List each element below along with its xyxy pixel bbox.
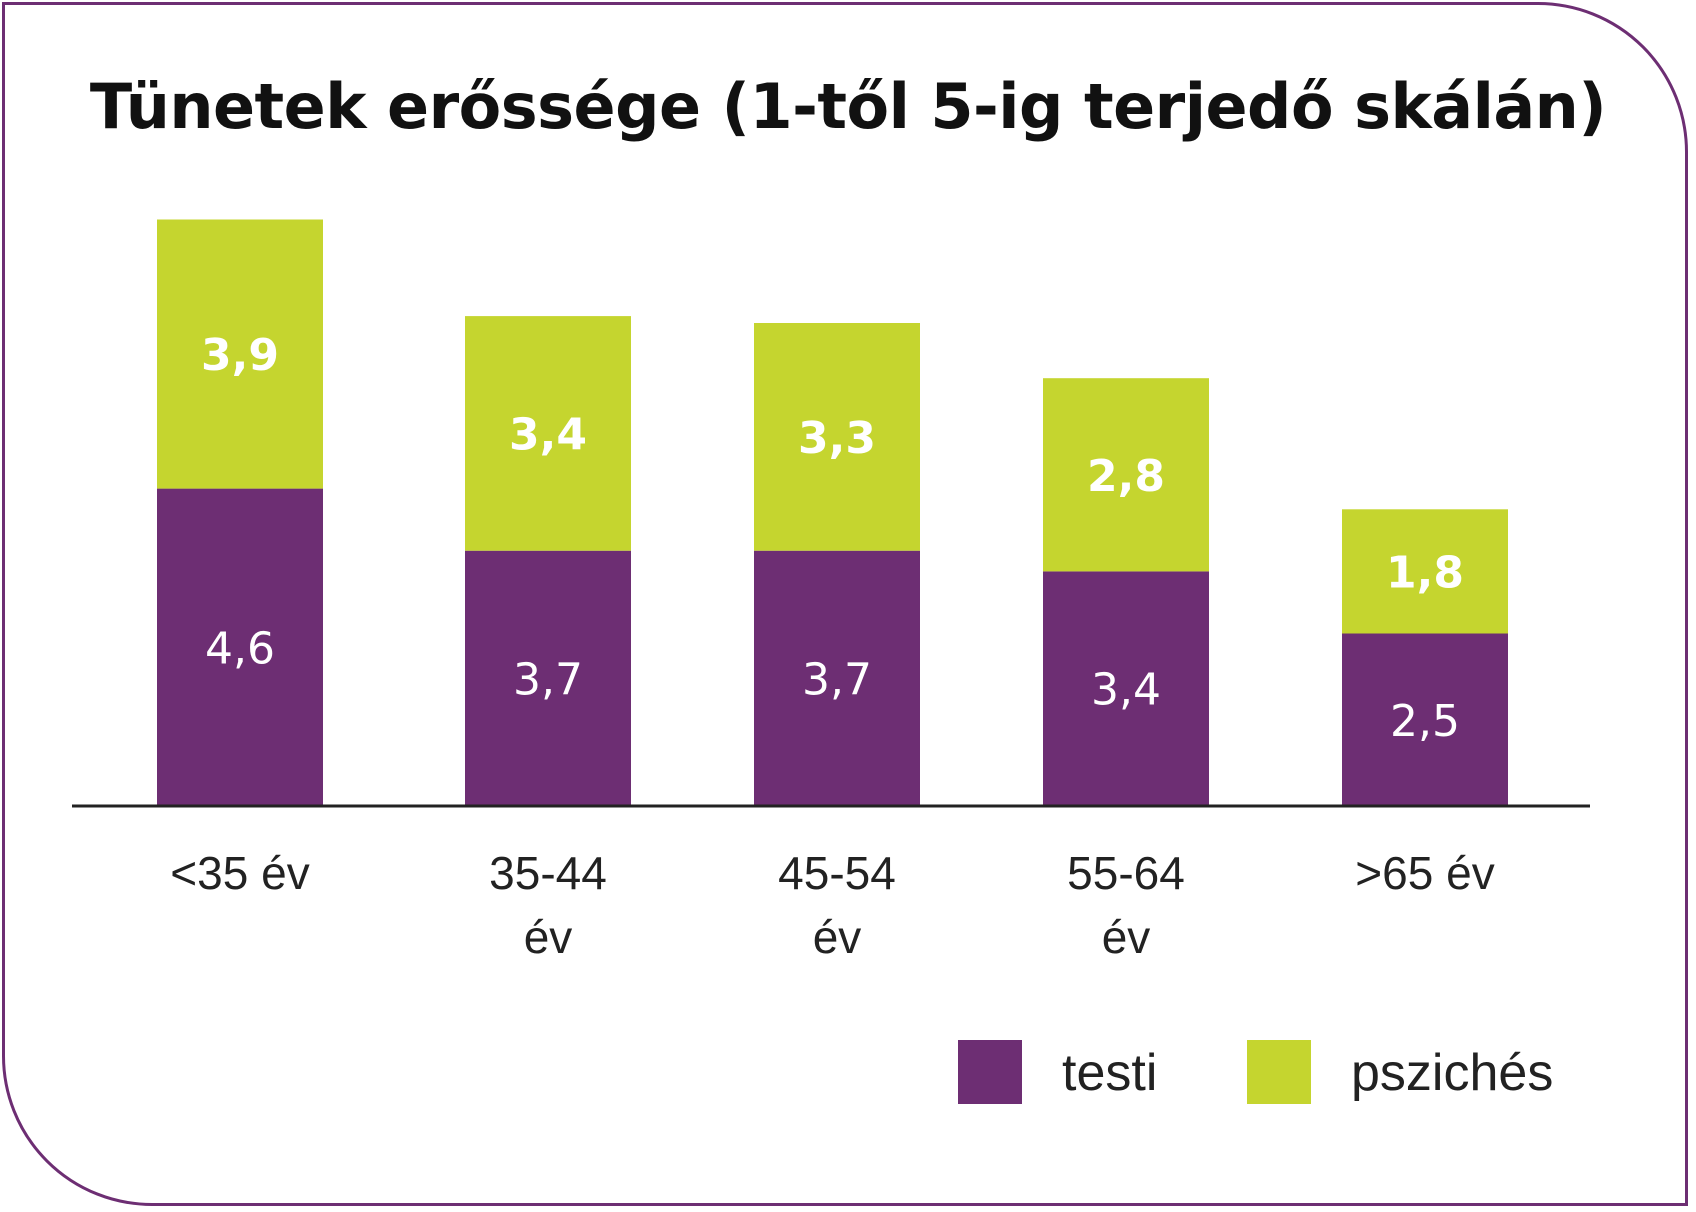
legend-swatch-pszichés	[1247, 1040, 1311, 1104]
bar-pszichés-1	[465, 316, 631, 551]
bar-pszichés-2	[754, 323, 920, 551]
bar-testi-1	[465, 550, 631, 806]
bar-testi-3	[1043, 571, 1209, 806]
data-label-pszichés-3: 2,8	[1087, 451, 1165, 502]
category-label-3: 55-64	[1067, 847, 1185, 899]
bar-pszichés-0	[157, 219, 323, 489]
category-label-1-line2: év	[524, 911, 573, 963]
bar-testi-2	[754, 550, 920, 806]
data-label-pszichés-1: 3,4	[509, 409, 587, 460]
category-label-4: >65 év	[1355, 847, 1494, 899]
data-label-pszichés-0: 3,9	[201, 330, 279, 381]
category-label-3-line2: év	[1102, 911, 1151, 963]
bar-testi-0	[157, 488, 323, 806]
data-label-testi-0: 4,6	[205, 623, 275, 674]
data-label-pszichés-2: 3,3	[798, 413, 876, 464]
category-label-1: 35-44	[489, 847, 607, 899]
data-label-testi-1: 3,7	[513, 654, 583, 705]
legend-label-pszichés: pszichés	[1351, 1044, 1553, 1102]
category-label-2: 45-54	[778, 847, 896, 899]
bar-pszichés-4	[1342, 509, 1508, 634]
data-label-testi-4: 2,5	[1390, 696, 1460, 747]
category-label-2-line2: év	[813, 911, 862, 963]
data-label-testi-2: 3,7	[802, 654, 872, 705]
bar-testi-4	[1342, 633, 1508, 806]
bar-pszichés-3	[1043, 378, 1209, 572]
legend-swatch-testi	[958, 1040, 1022, 1104]
legend-label-testi: testi	[1062, 1044, 1157, 1102]
data-label-pszichés-4: 1,8	[1386, 547, 1464, 598]
chart-title: Tünetek erőssége (1-től 5-ig terjedő ská…	[89, 70, 1607, 143]
category-label-0: <35 év	[170, 847, 309, 899]
data-label-testi-3: 3,4	[1091, 665, 1161, 716]
